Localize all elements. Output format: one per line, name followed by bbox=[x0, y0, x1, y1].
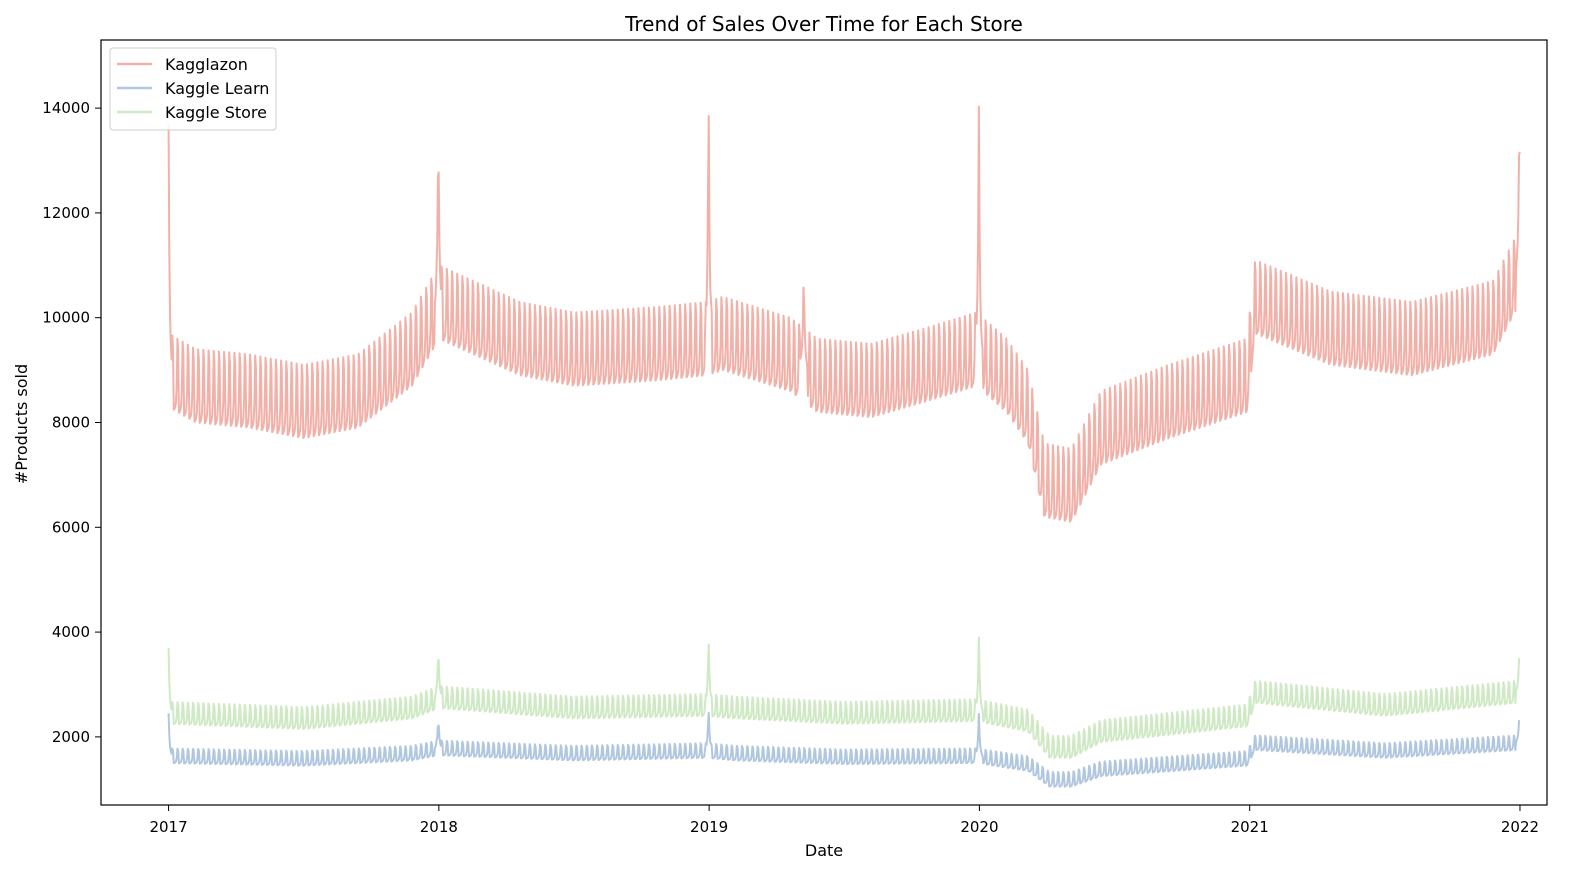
y-tick-label: 10000 bbox=[42, 309, 90, 327]
y-axis-label: #Products sold bbox=[12, 364, 31, 484]
y-tick-label: 2000 bbox=[52, 728, 90, 746]
legend-label-kagglazon: Kagglazon bbox=[165, 55, 248, 74]
x-tick-label: 2017 bbox=[149, 818, 187, 836]
x-tick-label: 2021 bbox=[1231, 818, 1269, 836]
series-line-kaggle-store bbox=[167, 636, 1521, 759]
y-tick-label: 4000 bbox=[52, 623, 90, 641]
x-tick-label: 2019 bbox=[690, 818, 728, 836]
legend-box bbox=[109, 47, 277, 131]
series-line-kaggle-learn bbox=[167, 711, 1521, 788]
x-tick-label: 2018 bbox=[420, 818, 458, 836]
chart-title: Trend of Sales Over Time for Each Store bbox=[624, 12, 1023, 36]
y-tick-label: 12000 bbox=[42, 204, 90, 222]
series-layer bbox=[167, 105, 1521, 788]
legend-label-kaggle-learn: Kaggle Learn bbox=[165, 79, 269, 98]
x-tick-label: 2022 bbox=[1501, 818, 1539, 836]
x-tick-label: 2020 bbox=[960, 818, 998, 836]
y-tick-label: 8000 bbox=[52, 414, 90, 432]
y-tick-label: 6000 bbox=[52, 518, 90, 536]
legend: Kagglazon Kaggle Learn Kaggle Store bbox=[109, 47, 277, 131]
legend-label-kaggle-store: Kaggle Store bbox=[165, 103, 267, 122]
series-line-kagglazon bbox=[167, 105, 1521, 523]
x-axis-label: Date bbox=[805, 841, 843, 860]
y-axis: 2000 4000 6000 8000 10000 12000 14000 bbox=[42, 99, 101, 746]
y-tick-label: 14000 bbox=[42, 99, 90, 117]
x-axis: 2017 2018 2019 2020 2021 2022 bbox=[149, 805, 1539, 836]
